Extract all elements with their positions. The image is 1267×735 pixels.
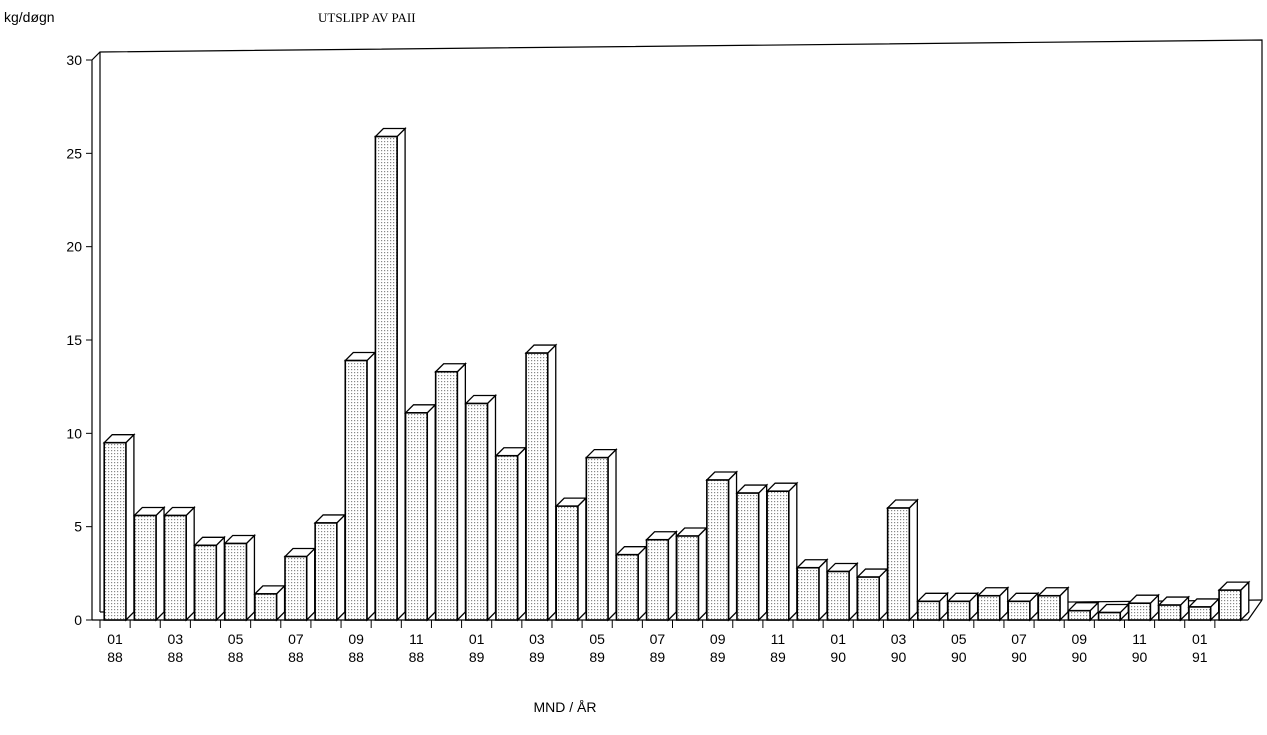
bar-side — [215, 535, 225, 622]
bar — [856, 576, 881, 621]
y-tick-label: 5 — [74, 519, 82, 535]
bar-side — [637, 545, 647, 622]
bar — [1067, 609, 1091, 621]
x-tick-label: 03 90 — [891, 631, 907, 665]
bar — [434, 370, 459, 621]
bar — [766, 490, 790, 621]
bar-side — [486, 393, 497, 622]
bar — [103, 441, 127, 621]
bar-side — [758, 483, 768, 622]
bar — [826, 570, 850, 621]
bar-side — [697, 526, 708, 622]
bar-side — [727, 470, 738, 622]
bar — [284, 555, 308, 621]
x-tick-label: 09 89 — [710, 631, 726, 665]
bar — [555, 505, 579, 621]
x-axis-title: MND / ÅR — [534, 699, 597, 715]
bar-side — [306, 546, 316, 622]
y-axis-title: kg/døgn — [4, 9, 55, 25]
bar — [1097, 611, 1122, 621]
bar-side — [426, 403, 436, 622]
x-tick-label: 05 88 — [228, 631, 244, 665]
bar — [1218, 589, 1242, 621]
bar-side — [245, 533, 256, 622]
x-tick-label: 03 89 — [529, 631, 545, 665]
bar-side — [577, 496, 587, 622]
bar — [706, 479, 730, 621]
x-tick-label: 07 88 — [288, 631, 304, 665]
bar — [374, 135, 398, 621]
bar — [615, 553, 639, 621]
x-tick-label: 01 88 — [107, 631, 123, 665]
bar — [947, 600, 971, 621]
bar — [886, 507, 911, 621]
x-tick-label: 11 90 — [1132, 631, 1148, 665]
x-tick-label: 09 90 — [1071, 631, 1087, 665]
bar — [796, 566, 820, 621]
bar-side — [547, 343, 557, 622]
x-tick-label: 11 88 — [409, 631, 425, 665]
y-tick-label: 0 — [74, 612, 82, 628]
x-tick-label: 03 88 — [168, 631, 184, 665]
bar-side — [788, 481, 798, 622]
chart-title: UTSLIPP AV PAII — [318, 10, 416, 25]
bar — [254, 593, 278, 621]
bar — [736, 492, 760, 621]
x-tick-label: 07 90 — [1011, 631, 1027, 665]
y-tick-label: 15 — [66, 332, 82, 348]
bar-side — [456, 362, 467, 622]
bar-side — [396, 126, 406, 622]
bar-side — [818, 558, 828, 622]
bar — [314, 522, 338, 621]
x-tick-label: 09 88 — [348, 631, 364, 665]
bar — [916, 600, 941, 621]
bar-side — [516, 446, 527, 622]
bar — [1158, 604, 1182, 621]
bar-side — [607, 448, 617, 622]
bar — [1037, 594, 1061, 621]
bar — [1007, 600, 1031, 621]
bar — [495, 454, 519, 621]
bar — [645, 538, 670, 621]
x-tick-label: 01 89 — [469, 631, 485, 665]
y-tick-label: 10 — [66, 425, 82, 441]
y-tick-label: 25 — [66, 145, 82, 161]
bar — [404, 411, 429, 621]
bar-side — [908, 498, 918, 622]
bar-side — [667, 530, 677, 622]
bar — [163, 514, 187, 621]
x-tick-label: 01 90 — [830, 631, 846, 665]
x-tick-label: 11 89 — [770, 631, 786, 665]
bar — [223, 542, 248, 621]
y-tick-label: 20 — [66, 239, 82, 255]
x-tick-label: 01 91 — [1192, 631, 1208, 665]
bar — [675, 535, 700, 621]
frame — [91, 39, 1263, 621]
bar — [133, 514, 157, 621]
x-tick-label: 05 89 — [589, 631, 605, 665]
bar — [464, 402, 489, 621]
bar — [525, 352, 549, 621]
bar — [193, 544, 218, 621]
y-tick-label: 30 — [66, 52, 82, 68]
bar-side — [155, 505, 165, 622]
bar-side — [366, 350, 376, 622]
bar — [585, 456, 609, 621]
bar — [1188, 606, 1212, 621]
bar-side — [185, 505, 195, 622]
x-tick-label: 07 89 — [650, 631, 666, 665]
x-tick-label: 05 90 — [951, 631, 967, 665]
bar-side — [336, 513, 346, 622]
bar — [344, 359, 368, 621]
bar-side — [848, 561, 858, 622]
bar — [1127, 602, 1152, 621]
bar — [977, 594, 1001, 621]
bar-side — [125, 433, 135, 622]
